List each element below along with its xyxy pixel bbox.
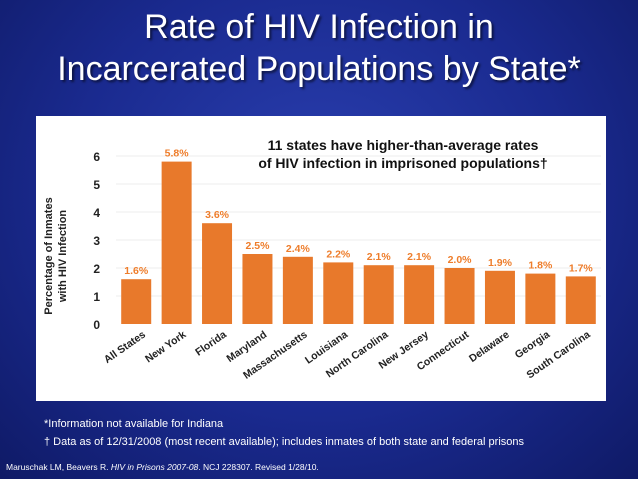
bar-massachusetts — [282, 256, 313, 324]
y-axis-label-line-2: with HIV Infection — [57, 210, 69, 304]
title-line-1: Rate of HIV Infection in — [144, 8, 494, 46]
bar-louisiana — [323, 262, 354, 324]
bar-georgia — [525, 273, 556, 324]
bar-new-jersey — [404, 265, 435, 324]
value-label: 2.5% — [245, 240, 270, 252]
value-label: 2.0% — [448, 254, 473, 266]
value-label: 2.2% — [326, 248, 351, 260]
bar-north-carolina — [363, 265, 394, 324]
x-tick-label: All States — [102, 329, 148, 366]
slide-title: Rate of HIV Infection in Incarcerated Po… — [0, 6, 638, 90]
annotation-line-2: of HIV infection in imprisoned populatio… — [258, 155, 547, 171]
bar-delaware — [484, 270, 515, 324]
value-label: 5.8% — [165, 148, 190, 160]
value-label: 1.8% — [528, 260, 553, 272]
annotation-line-1: 11 states have higher-than-average rates — [268, 137, 539, 153]
value-label: 1.6% — [124, 265, 149, 277]
y-tick-label: 2 — [93, 262, 100, 276]
footnote-data-date: † Data as of 12/31/2008 (most recent ava… — [44, 436, 525, 448]
y-tick-label: 4 — [93, 206, 100, 220]
bar-south-carolina — [565, 276, 596, 324]
y-tick-label: 1 — [93, 290, 100, 304]
bar-all-states — [121, 279, 152, 324]
y-axis-label-line-1: Percentage of Inmates — [43, 197, 55, 314]
chart-panel: 0 1 2 3 4 5 6 1.6% All States 5.8% New York 3.6% Flo… — [36, 116, 606, 401]
citation-details: . NCJ 228307. Revised 1/28/10. — [198, 462, 319, 472]
bar-new-york — [161, 161, 192, 324]
bar-chart: 0 1 2 3 4 5 6 1.6% All States 5.8% New York 3.6% Flo… — [43, 137, 601, 382]
x-tick-label: Delaware — [467, 329, 512, 365]
value-label: 2.1% — [367, 251, 392, 263]
citation-title: HIV in Prisons 2007-08 — [110, 462, 199, 472]
value-label: 2.4% — [286, 243, 311, 255]
y-tick-label: 6 — [93, 150, 100, 164]
bar-connecticut — [444, 268, 475, 324]
x-tick-label: Florida — [193, 329, 229, 359]
footnote-indiana: *Information not available for Indiana — [44, 418, 224, 430]
citation: Maruschak LM, Beavers R. HIV in Prisons … — [6, 462, 319, 472]
value-label: 3.6% — [205, 209, 230, 221]
y-tick-label: 0 — [93, 318, 100, 332]
title-line-2: Incarcerated Populations by State* — [57, 50, 581, 88]
y-tick-label: 3 — [93, 234, 100, 248]
x-tick-label: New York — [143, 329, 188, 366]
bar-florida — [202, 223, 233, 324]
y-tick-label: 5 — [93, 178, 100, 192]
bar-maryland — [242, 254, 273, 324]
value-label: 1.9% — [488, 257, 513, 269]
value-label: 2.1% — [407, 251, 432, 263]
value-label: 1.7% — [569, 262, 594, 274]
citation-authors: Maruschak LM, Beavers R. — [6, 462, 111, 472]
